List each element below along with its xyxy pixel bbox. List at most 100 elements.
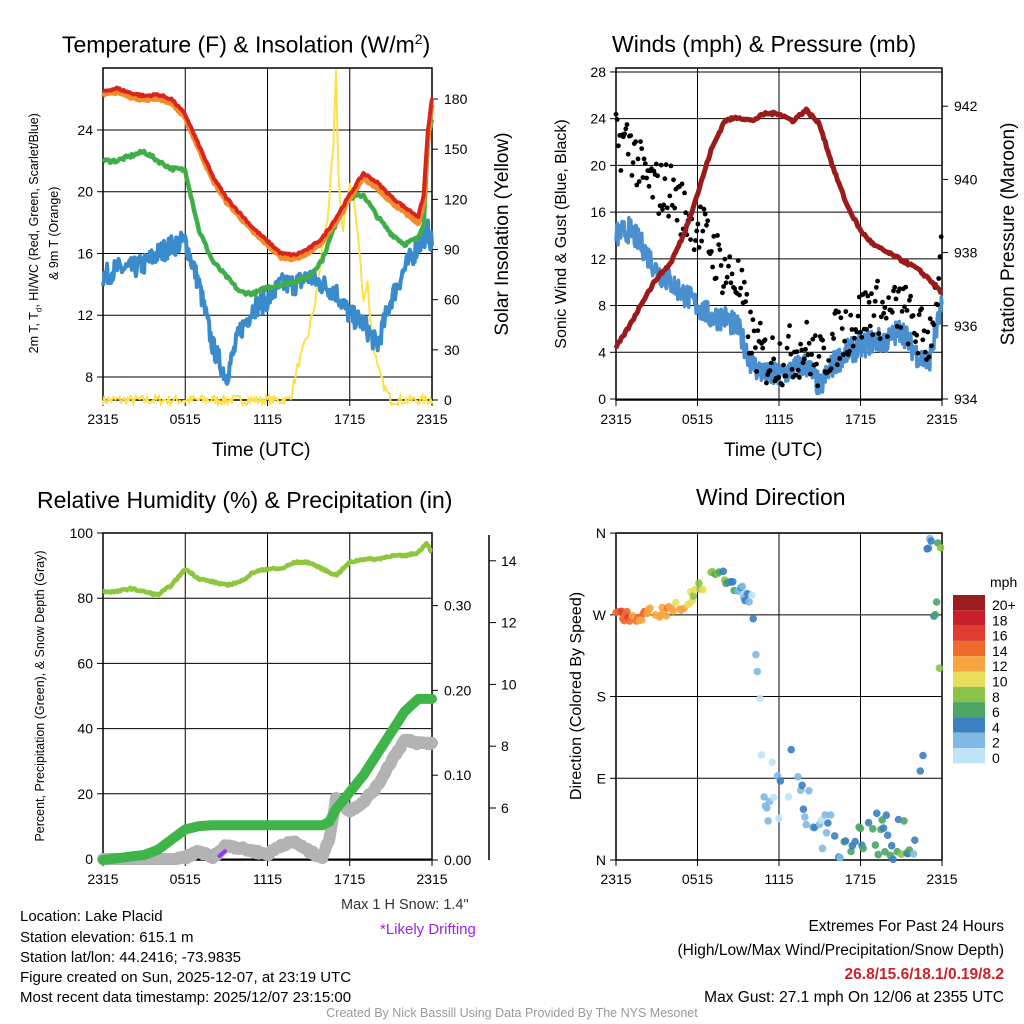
tl|0-x-tick-label: 2315: [416, 411, 447, 427]
gust-point: [738, 285, 744, 291]
gust-point: [898, 325, 904, 330]
gust-point: [876, 331, 882, 336]
bl|2-x-tick-label: 2315: [87, 871, 118, 887]
gust-point: [910, 313, 916, 318]
legend-label: 12: [992, 658, 1008, 674]
gust-point: [744, 291, 750, 297]
gust-point: [783, 373, 789, 379]
wind-direction-chart: 2315 0515 1115 1715 2315 N E S W N 20+181614121086…: [593, 525, 1016, 887]
gust-point: [850, 343, 856, 349]
temperature-right-y-tick-label: 90: [444, 242, 460, 258]
gust-point: [732, 286, 737, 291]
gust-point: [808, 371, 813, 377]
gust-point: [874, 285, 879, 290]
temperature-right-y-tick-label: 0: [444, 392, 452, 408]
gust-point: [682, 190, 687, 196]
wind-direction-point: [638, 616, 646, 624]
gust-point: [768, 360, 774, 366]
tl|0-x-tick-label: 0515: [170, 411, 201, 427]
gust-point: [869, 291, 874, 297]
gust-point: [886, 295, 891, 300]
location-text: Location: Lake Placid: [20, 908, 163, 925]
gust-point: [629, 173, 635, 178]
legend-label: 6: [992, 704, 1000, 720]
br|3-x-tick-label: 1715: [845, 871, 876, 887]
legend-swatch: [953, 640, 985, 657]
gust-point: [854, 329, 860, 335]
wind-direction-point: [874, 850, 882, 859]
gust-point: [705, 218, 711, 224]
temperature-left-y-tick-label: 12: [77, 307, 93, 323]
gust-point: [919, 306, 924, 312]
drifting-segment: [217, 849, 228, 858]
gust-point: [634, 182, 640, 188]
gust-point: [755, 328, 761, 333]
temperature-2m-line: [102, 85, 434, 258]
winds-left-y-tick-label: 20: [590, 157, 606, 173]
wind-direction-point: [799, 805, 808, 813]
winds-left-y-tick-label: 8: [598, 298, 606, 314]
gust-point: [867, 323, 873, 329]
gust-point: [743, 299, 748, 304]
wind-direction-point: [836, 853, 844, 862]
gust-point: [849, 327, 855, 332]
gust-point: [838, 315, 844, 321]
pressure-y-label: Station Pressure (Maroon): [998, 122, 1019, 346]
wind-direction-point: [669, 607, 677, 615]
wind-direction-point: [841, 837, 850, 845]
gust-point: [830, 331, 835, 337]
temperature-left-y-tick-label: 24: [77, 122, 93, 138]
wind-direction-point: [864, 818, 873, 827]
wind-direction-point: [932, 598, 941, 606]
humidity-left-y-tick-label: 80: [77, 590, 93, 606]
gust-point: [814, 361, 819, 367]
gust-point: [683, 210, 689, 216]
legend-swatch: [953, 686, 985, 703]
gust-point: [635, 156, 641, 162]
legend-swatch: [953, 610, 985, 626]
gust-point: [666, 213, 671, 219]
winds-chart: 2315 0515 1115 1715 2315 0 4 8 12 16 20 24 28 934 936 9…: [590, 64, 977, 427]
gust-point: [883, 315, 889, 321]
wind-direction-point: [753, 667, 762, 676]
wind-direction-point: [768, 758, 776, 766]
wind-direction-point: [764, 817, 772, 825]
gust-point: [843, 309, 849, 314]
gust-point: [826, 358, 832, 363]
precip-right-y-tick-label: 0.00: [444, 852, 471, 868]
wind-direction-point: [623, 607, 631, 616]
gust-point: [636, 179, 642, 184]
gust-point: [739, 267, 745, 273]
gust-point: [937, 254, 943, 260]
wind-direction-point: [763, 804, 771, 812]
gust-point: [889, 309, 895, 315]
gust-point: [925, 329, 931, 335]
gust-point: [700, 228, 706, 234]
latlon-text: Station lat/lon: 44.2416; -73.9835: [20, 949, 242, 966]
recent-data-text: Most recent data timestamp: 2025/12/07 2…: [20, 989, 352, 1006]
gust-point: [679, 181, 685, 187]
gust-point: [699, 238, 704, 244]
gust-point: [777, 341, 783, 346]
tr|1-x-tick-label: 1115: [764, 411, 793, 427]
gust-point: [750, 317, 756, 323]
sonic-wind-line: [614, 215, 944, 396]
wind-direction-point: [818, 844, 827, 853]
legend-label: 8: [992, 689, 1000, 705]
gust-point: [776, 374, 781, 380]
wind-direction-point: [745, 598, 753, 606]
precip-right-y-tick-label: 0.20: [444, 682, 471, 698]
legend-swatch: [953, 702, 985, 718]
gust-point: [908, 293, 913, 299]
legend-label: 20+: [992, 597, 1016, 613]
legend-swatch: [953, 625, 985, 641]
gust-point: [662, 176, 668, 182]
gust-point: [859, 334, 865, 340]
gust-point: [658, 162, 664, 168]
legend-label: 4: [992, 719, 1000, 735]
tr|1-x-tick-label: 1715: [845, 411, 876, 427]
direction-left-y-tick-label: E: [597, 770, 606, 786]
direction-left-y-tick-label: N: [596, 525, 606, 541]
gust-point: [821, 345, 827, 351]
gust-point: [797, 375, 802, 380]
